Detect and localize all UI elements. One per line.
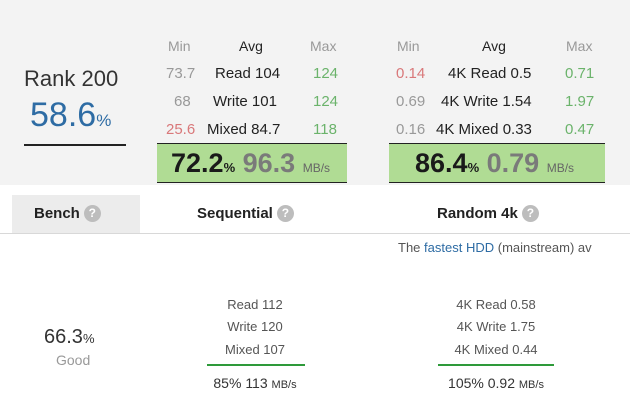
seq-write-min: 68 xyxy=(174,93,191,110)
seq-header-min: Min xyxy=(168,38,191,54)
rank-score: 58.6% xyxy=(30,96,111,135)
seq-result-summary: 85% 113 MB/s xyxy=(175,375,335,391)
tab-random-text: Random 4k xyxy=(437,205,518,222)
rnd-result-unit: MB/s xyxy=(518,379,544,391)
rnd-read-min: 0.14 xyxy=(396,65,426,82)
note-suffix: (mainstream) av xyxy=(497,240,592,255)
rnd-write-min: 0.69 xyxy=(396,93,426,110)
fastest-hdd-link[interactable]: fastest HDD xyxy=(424,240,495,255)
bench-score-value: 66.3 xyxy=(44,326,83,348)
seq-write-avg: Write 101 xyxy=(213,93,277,110)
comparison-note: The fastest HDD (mainstream) av xyxy=(398,240,592,255)
tab-sequential[interactable]: Sequential? xyxy=(197,205,294,222)
rnd-result-mixed: 4K Mixed 0.44 xyxy=(454,342,538,357)
rank-score-unit: % xyxy=(96,111,112,130)
seq-write-max: 124 xyxy=(313,93,339,110)
rnd-summary-pct-unit: % xyxy=(467,160,480,175)
rnd-read-avg: 4K Read 0.5 xyxy=(448,65,532,82)
bench-score-unit: % xyxy=(82,331,95,346)
seq-read-min: 73.7 xyxy=(166,65,196,82)
seq-result-mixed: Mixed 107 xyxy=(225,342,285,357)
rank-label: Rank 200 xyxy=(24,66,119,91)
rnd-write-avg: 4K Write 1.54 xyxy=(441,93,532,110)
rank-underline xyxy=(24,144,126,146)
seq-header-max: Max xyxy=(310,38,337,54)
bench-rating: Good xyxy=(56,352,91,368)
tab-random[interactable]: Random 4k? xyxy=(437,205,539,222)
sequential-help-icon[interactable]: ? xyxy=(276,205,294,222)
bench-help-icon[interactable]: ? xyxy=(83,205,101,222)
seq-result-speed: 113 xyxy=(245,375,268,391)
rnd-result-summary: 105% 0.92 MB/s xyxy=(416,375,576,391)
rnd-header-min: Min xyxy=(397,38,420,54)
rnd-header-avg: Avg xyxy=(482,38,506,54)
rnd-header-max: Max xyxy=(566,38,593,54)
rnd-write-max: 1.97 xyxy=(565,93,595,110)
rnd-result-read: 4K Read 0.58 xyxy=(456,297,536,312)
seq-result-read: Read 112 xyxy=(227,297,283,312)
tab-bench[interactable] xyxy=(12,195,140,233)
seq-mixed-avg: Mixed 84.7 xyxy=(207,121,281,138)
seq-result-unit: MB/s xyxy=(271,379,297,391)
rnd-result-speed: 0.92 xyxy=(487,375,515,391)
rnd-mixed-avg: 4K Mixed 0.33 xyxy=(436,121,532,138)
rank-score-value: 58.6 xyxy=(30,96,97,134)
rnd-summary-pct: 86.4 xyxy=(415,148,468,178)
rnd-result-write: 4K Write 1.75 xyxy=(456,319,536,334)
rnd-summary-box: 86.4% 0.79 MB/s xyxy=(389,143,605,183)
rnd-mixed-max: 0.47 xyxy=(565,121,595,138)
seq-mixed-min: 25.6 xyxy=(166,121,196,138)
seq-result-pct: 85% xyxy=(213,375,242,391)
seq-mixed-max: 118 xyxy=(313,121,337,138)
rnd-result-bar xyxy=(438,364,554,366)
rnd-mixed-min: 0.16 xyxy=(396,121,426,138)
seq-summary-pct: 72.2 xyxy=(171,148,224,178)
rnd-read-max: 0.71 xyxy=(565,65,595,82)
rnd-summary-speed-unit: MB/s xyxy=(546,161,575,175)
seq-header-avg: Avg xyxy=(239,38,263,54)
seq-read-avg: Read 104 xyxy=(215,65,281,82)
rnd-summary-speed: 0.79 xyxy=(486,148,540,178)
tab-sequential-text: Sequential xyxy=(197,205,273,222)
seq-summary-speed: 96.3 xyxy=(242,148,296,178)
note-prefix: The xyxy=(398,240,421,255)
seq-read-max: 124 xyxy=(313,65,339,82)
seq-result-write: Write 120 xyxy=(227,319,283,334)
bench-score: 66.3% xyxy=(44,326,95,349)
seq-summary-speed-unit: MB/s xyxy=(302,161,331,175)
tab-bench-text: Bench xyxy=(34,205,80,222)
tab-bench-label: Bench? xyxy=(34,205,101,222)
random-help-icon[interactable]: ? xyxy=(521,205,539,222)
seq-result-bar xyxy=(207,364,305,366)
seq-summary-pct-unit: % xyxy=(223,160,236,175)
seq-summary-box: 72.2% 96.3 MB/s xyxy=(157,143,347,183)
rnd-result-pct: 105% xyxy=(448,375,484,391)
